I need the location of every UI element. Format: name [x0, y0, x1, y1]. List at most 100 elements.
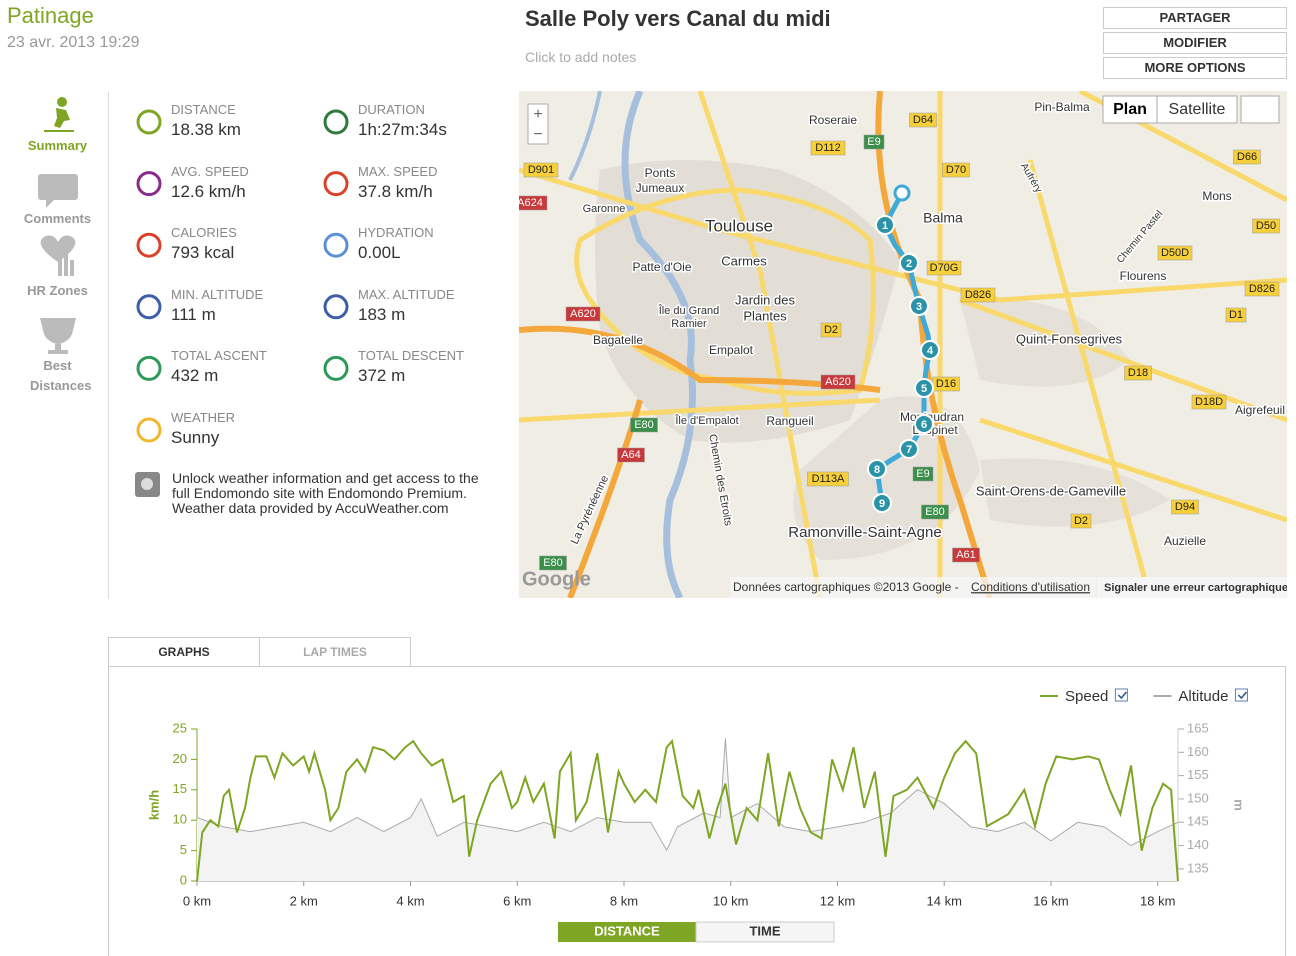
map-type-satellite[interactable]: Satellite [1169, 101, 1226, 118]
road-shield-bg [1124, 365, 1152, 381]
y-tick-label: 5 [180, 842, 187, 857]
map-terms[interactable]: Conditions d'utilisation [971, 580, 1090, 594]
x-tick-label: 4 km [396, 893, 424, 908]
legend-checkbox[interactable] [1114, 688, 1128, 702]
stat-label: MAX. ALTITUDE [358, 286, 455, 302]
stat-label: CALORIES [171, 225, 237, 241]
map-label: Ramier [671, 318, 707, 330]
road-shield: D70G [930, 262, 959, 274]
toggle-time-bg[interactable] [695, 921, 835, 943]
weather-source: Weather data provided by AccuWeather.com [172, 500, 449, 516]
share-button[interactable]: PARTAGER [1103, 7, 1287, 29]
stat-label: DISTANCE [171, 102, 236, 117]
stat-icon [136, 232, 162, 258]
x-tick-label: 18 km [1140, 893, 1175, 908]
stat-icons [136, 109, 349, 443]
road-shield-bg [523, 162, 559, 178]
road-shield: D50 [1256, 220, 1276, 232]
map-label: Ramonville-Saint-Agne [788, 524, 941, 541]
map-label: Plantes [743, 308, 787, 323]
road-shield-bg [630, 417, 658, 433]
stat-value: 0.00L [358, 243, 401, 263]
legend-label: Altitude [1178, 688, 1228, 705]
route-marker: 9 [879, 498, 885, 510]
map-label: Rangueil [766, 414, 813, 428]
notes[interactable]: Click to add notes [525, 49, 637, 65]
road-shield: E9 [867, 136, 880, 148]
edit-button[interactable]: MODIFIER [1103, 32, 1287, 54]
weather-note-text: Unlock weather information and get acces… [172, 470, 479, 501]
sport: Patinage [7, 3, 94, 28]
weather-lock-icon [135, 472, 160, 497]
stat-label: AVG. SPEED [171, 163, 249, 179]
x-tick-label: 16 km [1033, 893, 1068, 908]
y2-tick-label: 155 [1187, 767, 1209, 782]
map-report[interactable]: Signaler une erreur cartographique [1104, 582, 1287, 594]
road-shield: E80 [543, 557, 563, 569]
x-tick-label: 14 km [927, 893, 962, 908]
route-marker: 6 [921, 419, 927, 431]
stat-label: MAX. SPEED [358, 163, 438, 179]
workout-title[interactable]: Salle Poly vers Canal du midi [525, 6, 831, 31]
y2-tick-label: 140 [1187, 837, 1209, 852]
tab-lap-times[interactable]: LAP TIMES [259, 637, 411, 667]
map-label: Flourens [1120, 269, 1167, 283]
stat-icon [323, 355, 349, 381]
route-marker-bg [867, 459, 887, 479]
stat-label: MIN. ALTITUDE [171, 286, 264, 302]
legend-checkbox[interactable] [1234, 688, 1248, 702]
route-marker-bg [872, 493, 892, 513]
road-shield-bg [952, 547, 980, 563]
weather-note: Unlock weather information and get acces… [172, 471, 487, 516]
road-shield: A620 [825, 376, 851, 388]
toggle-time[interactable]: TIME [749, 923, 780, 938]
nav-summary[interactable]: Summary [27, 138, 88, 153]
road-shield: D901 [528, 164, 554, 176]
route-marker: 7 [906, 444, 912, 456]
y-tick-label: 20 [173, 751, 187, 766]
route-marker: 8 [874, 464, 880, 476]
nav-comments[interactable]: Comments [23, 211, 92, 226]
graph-panel [108, 666, 1286, 956]
nav-hr-zones[interactable]: HR Zones [27, 283, 88, 298]
road-shield: E9 [916, 468, 929, 480]
toggle-distance[interactable]: DISTANCE [594, 923, 660, 938]
stat-icon [136, 171, 162, 197]
route-marker-bg [920, 340, 940, 360]
stat-value: 37.8 km/h [358, 181, 433, 201]
map-label: Roseraie [809, 113, 857, 127]
stat-icon [323, 294, 349, 320]
map-type-plan[interactable]: Plan [1113, 101, 1147, 118]
stat-value: 1h:27m:34s [358, 120, 447, 139]
nav-best-distances[interactable]: Best Distances [30, 358, 92, 393]
map-label: Garonne [583, 203, 626, 215]
road-shield: D66 [1237, 151, 1257, 163]
road-shield: D70 [946, 164, 966, 176]
map-label: Empalot [709, 343, 754, 357]
map-label: Île du Grand [658, 304, 720, 317]
map-label: Auzielle [1164, 534, 1206, 548]
road-shield: D1 [1229, 309, 1243, 321]
road-shield-bg [810, 140, 846, 156]
zoom-in[interactable]: + [533, 106, 542, 123]
nav-icons [38, 97, 78, 354]
stat-value: 18.38 km [171, 120, 241, 139]
stat-icon [323, 109, 349, 135]
x-tick-label: 12 km [820, 893, 855, 908]
stat-label: TOTAL ASCENT [171, 348, 267, 364]
toggle-distance-bg[interactable] [558, 922, 696, 942]
legend-check [1237, 691, 1247, 700]
series-line [196, 739, 1179, 882]
x-tick-label: 2 km [290, 893, 318, 908]
map-label: Jumeaux [636, 181, 685, 195]
y2-tick-label: 160 [1187, 744, 1209, 759]
route-marker: 4 [927, 345, 934, 357]
zoom-out[interactable]: − [533, 126, 542, 143]
options-button[interactable]: MORE OPTIONS [1103, 57, 1287, 79]
stat-value: 432 m [171, 366, 219, 386]
map-attribution: Données cartographiques ©2013 Google - [733, 580, 959, 594]
stat-icon [323, 232, 349, 258]
tab-graphs[interactable]: GRAPHS [108, 637, 260, 667]
map-label: Île d'Empalot [674, 414, 738, 427]
